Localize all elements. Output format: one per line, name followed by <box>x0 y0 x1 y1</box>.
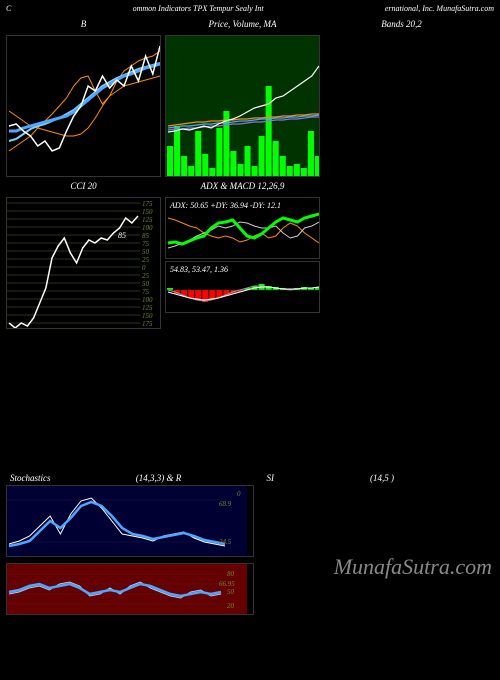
svg-text:85: 85 <box>118 231 126 240</box>
spacer <box>0 331 500 471</box>
stoch-title-left: Stochastics <box>10 473 51 483</box>
pricevol-chart <box>165 35 320 177</box>
svg-text:20: 20 <box>227 602 235 610</box>
bbands-chart <box>6 35 161 177</box>
svg-text:0: 0 <box>142 264 146 272</box>
svg-text:50: 50 <box>142 248 150 256</box>
page-header: C ommon Indicators TPX Tempur Sealy Int … <box>0 0 500 17</box>
svg-text:85: 85 <box>142 232 150 240</box>
svg-text:175: 175 <box>142 200 153 208</box>
stoch-title-row: Stochastics (14,3,3) & R SI (14,5 ) <box>0 471 500 485</box>
rsi-chart: 80 66.9550 20 <box>6 563 254 615</box>
pricevol-title: Price, Volume, MA <box>165 17 320 35</box>
svg-text:68.9: 68.9 <box>219 500 232 508</box>
stoch-title-mid: (14,3,3) & R <box>51 473 267 483</box>
svg-text:25: 25 <box>142 272 150 280</box>
svg-text:50: 50 <box>142 280 150 288</box>
bbands-panel: B <box>6 17 161 177</box>
svg-text:175: 175 <box>142 320 153 328</box>
hdr-left: C <box>6 4 11 13</box>
watermark: MunafaSutra.com <box>334 554 492 580</box>
stoch-title-right: (14,5 ) <box>274 473 490 483</box>
hdr-mid: ommon Indicators TPX Tempur Sealy Int <box>133 4 264 13</box>
svg-text:25: 25 <box>142 256 150 264</box>
svg-text:100: 100 <box>142 224 153 232</box>
svg-text:50: 50 <box>227 588 235 596</box>
pricevol-panel: Price, Volume, MA <box>165 17 320 177</box>
cci-panel: CCI 20 175150125100857550250255075100125… <box>6 179 161 329</box>
svg-text:ADX: 50.65 +DY: 36.94 -DY:: ADX: 50.65 +DY: 36.94 -DY: 12.1 <box>169 201 281 210</box>
svg-text:80: 80 <box>227 570 235 578</box>
adx-title: ADX & MACD 12,26,9 <box>165 179 320 197</box>
macd-chart: 54.83, 53.47, 1.36 <box>165 261 320 313</box>
row-3: 68.9 24.5 0 80 66.9550 20 <box>0 485 260 615</box>
row-1: B Price, Volume, MA Bands 20,2 <box>0 17 500 177</box>
row-2: CCI 20 175150125100857550250255075100125… <box>0 179 500 329</box>
hdr-right: ernational, Inc. MunafaSutra.com <box>385 4 494 13</box>
cci-chart: 1751501251008575502502550751001251501758… <box>6 197 161 329</box>
svg-text:75: 75 <box>142 240 150 248</box>
svg-text:150: 150 <box>142 312 153 320</box>
bbands-suffix-panel: Bands 20,2 <box>324 17 479 177</box>
stoch-title-si: SI <box>267 473 275 483</box>
svg-text:100: 100 <box>142 296 153 304</box>
svg-text:150: 150 <box>142 208 153 216</box>
adx-chart: ADX: 50.65 +DY: 36.94 -DY: 12.1 <box>165 197 320 259</box>
svg-text:66.95: 66.95 <box>219 580 235 588</box>
svg-text:54.83, 53.47, 1.36: 54.83, 53.47, 1.36 <box>170 265 228 274</box>
svg-text:125: 125 <box>142 216 153 224</box>
bbands-suffix: Bands 20,2 <box>324 17 479 35</box>
stoch-chart: 68.9 24.5 0 <box>6 485 254 557</box>
cci-title: CCI 20 <box>6 179 161 197</box>
svg-text:125: 125 <box>142 304 153 312</box>
svg-text:0: 0 <box>237 490 241 498</box>
bbands-title: B <box>6 17 161 35</box>
svg-text:75: 75 <box>142 288 150 296</box>
adx-macd-panel: ADX & MACD 12,26,9 ADX: 50.65 +DY: 36.94… <box>165 179 320 329</box>
svg-text:24.5: 24.5 <box>219 538 232 546</box>
